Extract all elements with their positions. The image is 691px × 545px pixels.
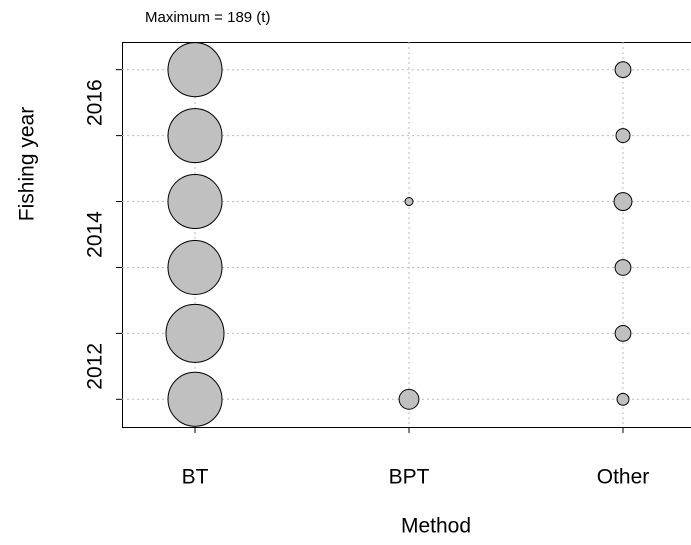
bubble [615, 128, 631, 144]
bubble [616, 392, 630, 406]
bubble [614, 259, 632, 276]
x-tick-label: BT [182, 466, 209, 489]
y-tick-label: 2012 [84, 343, 107, 390]
bubble [613, 192, 633, 211]
x-axis-title: Method [401, 515, 471, 538]
bubble [167, 108, 223, 164]
y-axis-title: Fishing year [16, 107, 39, 221]
x-tick-label: BPT [389, 466, 430, 489]
bubble [167, 371, 223, 427]
bubble [167, 174, 223, 230]
x-tick-label: Other [597, 466, 650, 489]
bubble [398, 388, 420, 410]
bubble [404, 197, 414, 207]
subtitle: Maximum = 189 (t) [145, 9, 270, 26]
bubble [614, 61, 632, 79]
bubble [165, 303, 225, 363]
bubble [614, 324, 632, 342]
y-tick-label: 2016 [84, 79, 107, 126]
plot-frame [122, 42, 691, 428]
bubble [167, 239, 223, 295]
bubble [167, 42, 223, 98]
y-tick-label: 2014 [84, 211, 107, 258]
